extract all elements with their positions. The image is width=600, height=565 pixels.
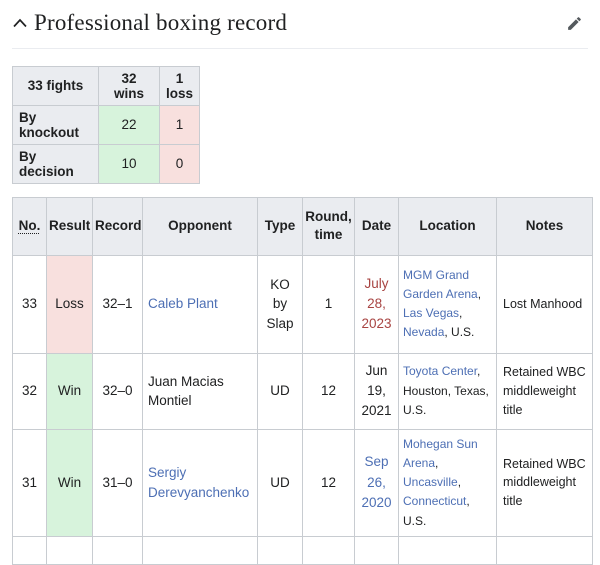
fight-no: 33 <box>12 254 47 354</box>
location-link[interactable]: Uncasville <box>403 475 458 490</box>
summary-row-decision: By decision 10 0 <box>12 143 201 184</box>
summary-label-decision: By decision <box>12 143 99 184</box>
record-row-32: 32 Win 32–0 Juan Macias Montiel UD 12 Ju… <box>12 352 593 430</box>
fight-notes: Retained WBC middleweight title <box>496 352 593 430</box>
summary-total-wins: 32 wins <box>98 65 160 106</box>
round-time: 12 <box>302 428 355 537</box>
record-row-31: 31 Win 31–0 Sergiy Derevyanchenko UD 12 … <box>12 428 593 537</box>
fight-notes: Lost Manhood <box>496 254 593 354</box>
fight-location: MGM Grand Garden Arena, Las Vegas, Nevad… <box>398 254 497 354</box>
location-link[interactable]: Nevada <box>403 325 445 340</box>
col-header-notes: Notes <box>496 196 593 256</box>
summary-total-losses: 1 loss <box>158 65 201 106</box>
opponent-link[interactable]: Sergiy Derevyanchenko <box>142 428 258 537</box>
summary-header-row: 33 fights 32 wins 1 loss <box>12 65 201 106</box>
col-header-date: Date <box>354 196 399 256</box>
record-row-clipped <box>12 535 593 565</box>
location-text: , <box>457 475 462 490</box>
col-header-location: Location <box>398 196 497 256</box>
result-badge: Win <box>46 428 93 537</box>
summary-decision-losses: 0 <box>158 143 201 184</box>
section-header: Professional boxing record <box>12 0 588 49</box>
summary-table: 33 fights 32 wins 1 loss By knockout 22 … <box>12 65 201 184</box>
location-text: , <box>435 455 439 470</box>
location-text: , <box>459 306 463 321</box>
summary-knockout-losses: 1 <box>158 104 201 145</box>
fight-date-link[interactable]: July 28, 2023 <box>354 254 399 354</box>
location-text: , U.S. <box>444 325 475 340</box>
record-header-row: No. Result Record Opponent Type Round, t… <box>12 196 593 256</box>
result-badge: Loss <box>46 254 93 354</box>
section-title: Professional boxing record <box>34 10 288 35</box>
summary-label-knockout: By knockout <box>12 104 99 145</box>
location-link[interactable]: Toyota Center <box>403 364 478 379</box>
fight-location: Toyota Center, Houston, Texas, U.S. <box>398 352 497 430</box>
round-time: 12 <box>302 352 355 430</box>
record-value: 31–0 <box>92 428 143 537</box>
location-link[interactable]: MGM Grand Garden Arena <box>403 267 478 302</box>
summary-knockout-wins: 22 <box>98 104 160 145</box>
round-time: 1 <box>302 254 355 354</box>
col-header-result: Result <box>46 196 93 256</box>
summary-row-knockout: By knockout 22 1 <box>12 104 201 145</box>
summary-total-fights: 33 fights <box>12 65 99 106</box>
fight-no: 32 <box>12 352 47 430</box>
edit-pencil-icon[interactable] <box>562 11 586 35</box>
boxing-record-table: No. Result Record Opponent Type Round, t… <box>12 196 593 565</box>
result-badge: Win <box>46 352 93 430</box>
fight-location: Mohegan Sun Arena, Uncasville, Connectic… <box>398 428 497 537</box>
location-text: , Houston, Texas, U.S. <box>403 364 489 417</box>
chevron-up-icon[interactable] <box>12 14 34 32</box>
fight-type: UD <box>257 352 303 430</box>
record-value: 32–0 <box>92 352 143 430</box>
fight-date-link[interactable]: Sep 26, 2020 <box>354 428 399 537</box>
col-header-opponent: Opponent <box>142 196 258 256</box>
fight-date: Jun 19, 2021 <box>354 352 399 430</box>
location-link[interactable]: Connecticut <box>403 494 467 509</box>
col-header-record: Record <box>92 196 143 256</box>
col-header-round-time: Round, time <box>302 196 355 256</box>
summary-decision-wins: 10 <box>98 143 160 184</box>
record-row-33: 33 Loss 32–1 Caleb Plant KO by Slap 1 Ju… <box>12 254 593 354</box>
opponent-link[interactable]: Caleb Plant <box>142 254 258 354</box>
location-link[interactable]: Las Vegas <box>403 306 460 321</box>
opponent-name: Juan Macias Montiel <box>142 352 258 430</box>
location-link[interactable]: Mohegan Sun Arena <box>403 436 478 470</box>
location-text: , <box>477 287 482 302</box>
fight-type: UD <box>257 428 303 537</box>
fight-notes: Retained WBC middleweight title <box>496 428 593 537</box>
col-header-type: Type <box>257 196 303 256</box>
record-value: 32–1 <box>92 254 143 354</box>
fight-no: 31 <box>12 428 47 537</box>
col-header-no: No. <box>12 196 47 256</box>
fight-type: KO by Slap <box>257 254 303 354</box>
